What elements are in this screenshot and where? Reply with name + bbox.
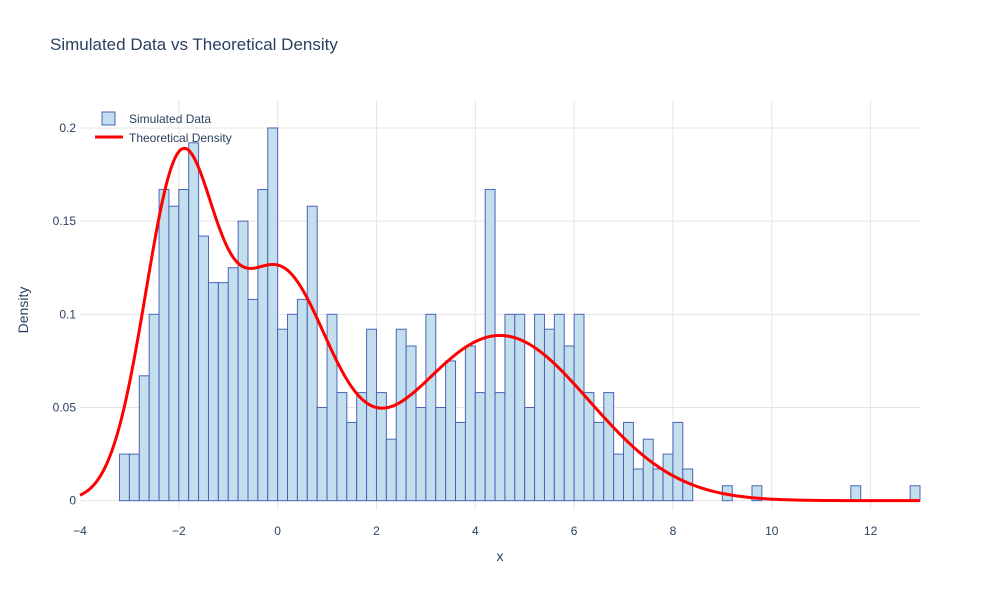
histogram-bar	[573, 313, 585, 502]
histogram-bar	[435, 407, 447, 502]
histogram-bar	[207, 282, 219, 502]
histogram-bar	[296, 298, 308, 502]
histogram-bar	[366, 328, 377, 502]
histogram-bar	[188, 142, 200, 502]
x-tick-label: 12	[864, 524, 878, 538]
histogram-bar	[474, 392, 486, 502]
histogram-bar	[306, 205, 318, 502]
histogram-bar	[178, 188, 190, 502]
histogram-bar	[227, 267, 239, 502]
histogram-bar	[504, 313, 516, 502]
legend-histogram-label: Simulated Data	[129, 112, 211, 126]
x-tick-label: 8	[670, 524, 677, 538]
histogram-bar	[198, 235, 209, 502]
histogram-bar	[464, 345, 476, 502]
x-tick-label: 6	[571, 524, 578, 538]
x-tick-label: 10	[765, 524, 779, 538]
histogram-bar	[148, 313, 160, 502]
histogram-bar	[425, 313, 437, 502]
histogram-bar	[583, 392, 595, 502]
histogram-bar	[267, 127, 279, 502]
histogram-bar	[553, 313, 565, 502]
histogram-bar	[672, 421, 684, 502]
y-tick-labels: 0 0.05 0.1 0.15 0.2	[53, 121, 77, 508]
histogram-bar	[415, 407, 427, 502]
histogram-bar	[909, 485, 921, 502]
x-tick-label: 4	[472, 524, 479, 538]
histogram-bar	[632, 468, 644, 502]
histogram-bar	[277, 328, 289, 502]
histogram-bar	[247, 298, 259, 502]
histogram-bar	[494, 392, 506, 502]
x-tick-label: 2	[373, 524, 380, 538]
histogram-bar	[563, 345, 575, 502]
x-tick-label: −2	[172, 524, 186, 538]
legend-histogram-swatch	[101, 111, 116, 126]
density-line	[79, 146, 920, 503]
histogram-bar	[158, 188, 170, 502]
y-tick-label: 0.05	[53, 401, 77, 415]
histogram-bar	[356, 392, 368, 502]
x-tick-label: 0	[274, 524, 281, 538]
histogram-bar	[257, 188, 269, 502]
histogram-bar	[484, 188, 496, 502]
histogram-bar	[850, 485, 862, 502]
histogram-bar	[613, 453, 625, 502]
y-tick-label: 0.1	[59, 307, 76, 321]
y-tick-label: 0	[69, 494, 76, 508]
histogram-bars	[119, 127, 921, 502]
histogram-bar	[138, 375, 150, 502]
histogram-bar	[316, 407, 328, 502]
histogram-bar	[405, 345, 417, 502]
histogram-bar	[603, 392, 615, 502]
x-tick-label: −4	[73, 524, 87, 538]
histogram-bar	[346, 421, 358, 502]
histogram-bar	[445, 360, 457, 502]
legend[interactable]: Simulated Data Theoretical Density	[95, 111, 232, 145]
x-tick-labels: −4 −2 0 2 4 6 8 10 12	[73, 524, 877, 538]
histogram-bar	[385, 438, 397, 502]
legend-density-label: Theoretical Density	[129, 131, 232, 145]
histogram-bar	[395, 328, 407, 502]
histogram-bar	[287, 313, 298, 502]
histogram-bar	[662, 453, 674, 502]
chart-title: Simulated Data vs Theoretical Density	[50, 35, 338, 54]
histogram-bar	[455, 421, 466, 502]
histogram-bar	[642, 438, 654, 502]
x-axis-title: x	[497, 548, 504, 564]
histogram-bar	[217, 282, 229, 502]
y-tick-label: 0.2	[59, 121, 76, 135]
histogram-bar	[534, 313, 545, 502]
histogram-bar	[652, 468, 664, 502]
histogram-bar	[128, 453, 140, 502]
y-tick-label: 0.15	[53, 214, 77, 228]
y-axis-title: Density	[15, 287, 31, 334]
histogram-bar	[593, 421, 605, 502]
histogram-bar	[524, 407, 536, 502]
histogram-bar	[623, 421, 634, 502]
density-line-layer	[79, 146, 920, 503]
histogram-bar	[168, 205, 180, 502]
histogram-bar	[336, 392, 348, 502]
histogram-bar	[119, 453, 130, 502]
histogram-bar	[751, 485, 763, 502]
